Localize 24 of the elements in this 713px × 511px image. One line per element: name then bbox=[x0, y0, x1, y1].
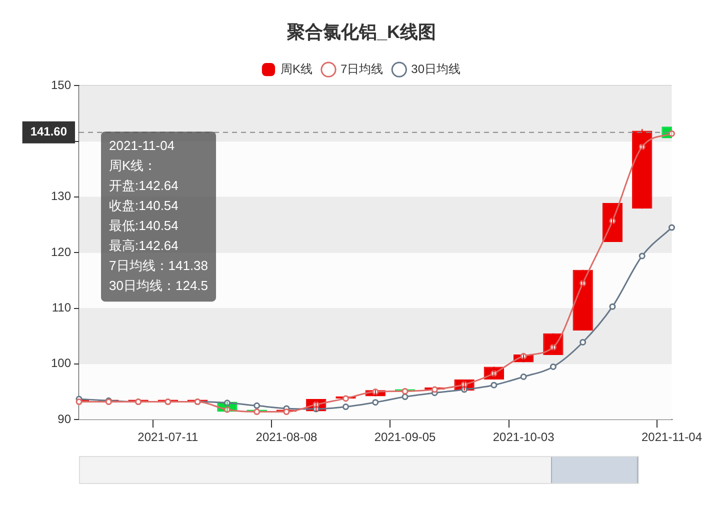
y-tick-label: 120 bbox=[50, 244, 72, 259]
annotation: 7日均线：141.38 bbox=[109, 258, 208, 274]
x-tick-label: 2021-10-03 bbox=[492, 430, 555, 444]
annotation: 收盘:140.54 bbox=[109, 198, 178, 214]
y-tick-label: 150 bbox=[50, 78, 72, 92]
y-tick-label: 130 bbox=[50, 189, 72, 204]
y-tick-label: 110 bbox=[52, 300, 72, 315]
ref-line-label: 141.60 bbox=[30, 124, 68, 139]
x-tick-label: 2021-11-04 bbox=[642, 430, 702, 444]
y-tick-label: 90 bbox=[58, 412, 72, 426]
annotation: 30日均线：124.5 bbox=[109, 278, 208, 294]
legend-label: 周K线 bbox=[280, 62, 313, 76]
y-tick-label: 100 bbox=[50, 356, 72, 370]
legend-label: 30日均线 bbox=[411, 62, 461, 76]
legend-label: 7日均线 bbox=[340, 62, 384, 76]
annotation: 2021-11-04 bbox=[109, 138, 175, 154]
x-tick-label: 2021-08-08 bbox=[256, 430, 318, 444]
x-tick-label: 2021-09-05 bbox=[374, 430, 436, 444]
annotation: 开盘:142.64 bbox=[109, 178, 178, 194]
annotation: 最高:142.64 bbox=[109, 238, 178, 254]
annotation: 周K线： bbox=[109, 158, 157, 174]
x-tick-label: 2021-07-11 bbox=[138, 430, 198, 444]
annotation: 最低:140.54 bbox=[109, 218, 178, 234]
chart-title: 聚合氯化铝_K线图 bbox=[286, 22, 436, 42]
